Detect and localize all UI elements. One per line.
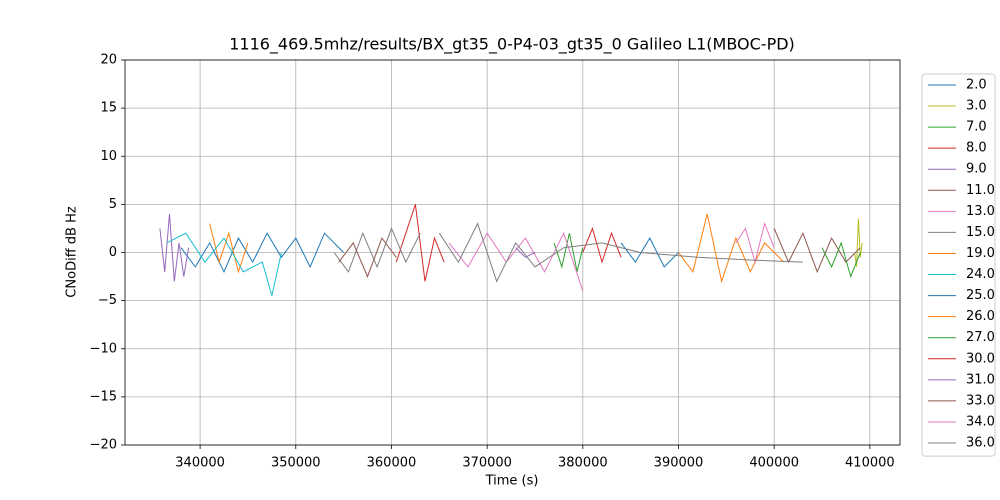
legend-label: 27.0 [966, 330, 995, 345]
x-tick-label: 390000 [654, 456, 704, 471]
series-line [209, 223, 249, 274]
series-line [854, 218, 863, 267]
series-line [166, 232, 282, 296]
x-tick-label: 340000 [175, 456, 225, 471]
chart-title: 1116_469.5mhz/results/BX_gt35_0-P4-03_gt… [229, 35, 795, 55]
legend-label: 26.0 [966, 309, 995, 324]
x-tick-label: 400000 [749, 456, 799, 471]
legend-label: 31.0 [966, 372, 995, 387]
series-line [159, 213, 190, 282]
legend-label: 33.0 [966, 393, 995, 408]
series-line [438, 222, 803, 283]
y-axis-label: CNoDiff dB Hz [65, 206, 80, 298]
x-tick-label: 380000 [558, 456, 608, 471]
legend-label: 3.0 [966, 99, 987, 114]
series-line [338, 237, 397, 278]
y-tick-label: −10 [90, 341, 117, 356]
legend-label: 24.0 [966, 267, 995, 282]
legend-label: 19.0 [966, 246, 995, 261]
y-tick-label: −15 [90, 389, 117, 404]
series-line [180, 232, 344, 273]
series-line [515, 247, 536, 258]
series-line [678, 213, 785, 284]
x-tick-label: 370000 [462, 456, 512, 471]
legend-label: 9.0 [966, 162, 987, 177]
series-line [582, 226, 622, 264]
y-tick-label: 15 [100, 101, 117, 116]
legend-label: 11.0 [966, 183, 995, 198]
series-line [773, 228, 861, 274]
legend-label: 15.0 [966, 225, 995, 240]
legend-label: 25.0 [966, 288, 995, 303]
legend-label: 36.0 [966, 436, 995, 451]
legend-label: 34.0 [966, 414, 995, 429]
y-tick-label: 0 [109, 245, 117, 260]
axes-frame [124, 59, 901, 446]
series-line [735, 221, 775, 265]
legend-label: 2.0 [966, 78, 987, 93]
legend-label: 7.0 [966, 120, 987, 135]
x-tick-label: 360000 [367, 456, 417, 471]
series-line [821, 241, 861, 279]
legend-label: 8.0 [966, 141, 987, 156]
x-axis-label: Time (s) [485, 474, 539, 489]
series-line [553, 233, 584, 272]
series-line [620, 237, 679, 268]
series-line [333, 227, 421, 273]
x-tick-label: 410000 [845, 456, 895, 471]
legend-label: 30.0 [966, 351, 995, 366]
y-tick-label: 20 [100, 53, 117, 68]
legend-label: 13.0 [966, 204, 995, 219]
y-tick-label: −5 [98, 293, 117, 308]
series-line [448, 231, 584, 292]
y-tick-label: 10 [100, 149, 117, 164]
series-line [395, 204, 445, 282]
y-tick-label: 5 [109, 197, 117, 212]
x-tick-label: 350000 [271, 456, 321, 471]
y-tick-label: −20 [90, 438, 117, 453]
